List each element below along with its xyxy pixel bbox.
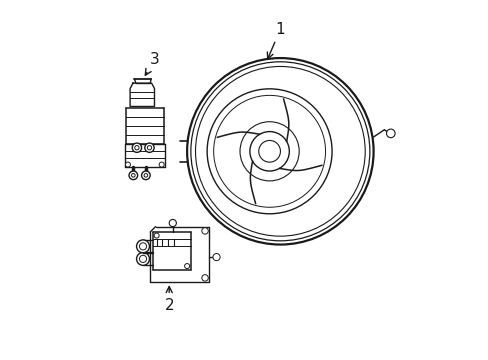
Circle shape <box>136 252 149 265</box>
Circle shape <box>202 275 208 281</box>
Text: 3: 3 <box>145 52 160 75</box>
Circle shape <box>169 220 176 226</box>
Circle shape <box>195 67 365 236</box>
Circle shape <box>258 140 280 162</box>
Circle shape <box>159 162 164 167</box>
Circle shape <box>144 143 154 152</box>
Circle shape <box>142 171 150 180</box>
Circle shape <box>136 240 149 253</box>
Circle shape <box>139 255 146 262</box>
Text: 1: 1 <box>267 22 285 59</box>
Circle shape <box>386 129 394 138</box>
Circle shape <box>131 174 135 177</box>
Circle shape <box>147 145 151 150</box>
Circle shape <box>184 264 189 269</box>
Circle shape <box>135 145 139 150</box>
Circle shape <box>212 253 220 261</box>
Circle shape <box>132 143 142 152</box>
Circle shape <box>125 162 130 167</box>
Circle shape <box>129 171 137 180</box>
Circle shape <box>240 122 299 181</box>
Circle shape <box>202 228 208 234</box>
Circle shape <box>213 95 325 207</box>
Text: 2: 2 <box>164 287 174 313</box>
Circle shape <box>207 89 331 214</box>
Circle shape <box>154 233 159 238</box>
Circle shape <box>144 174 147 177</box>
Circle shape <box>139 243 146 250</box>
Circle shape <box>187 58 373 244</box>
Circle shape <box>190 62 369 241</box>
Circle shape <box>249 132 289 171</box>
